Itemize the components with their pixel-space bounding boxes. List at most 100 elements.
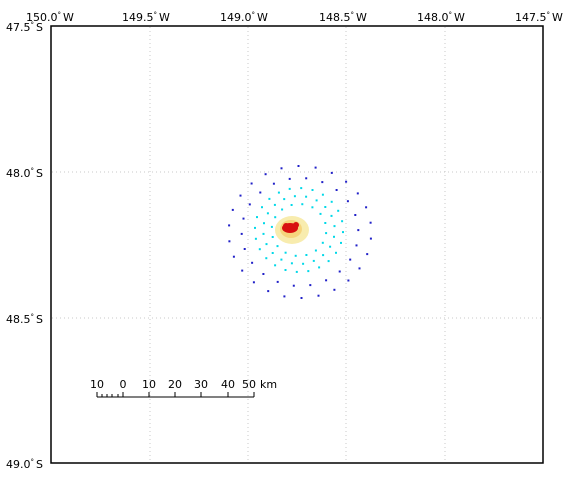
station-point (347, 279, 350, 282)
station-point (333, 288, 336, 291)
station-point (340, 241, 342, 244)
station-point (288, 187, 291, 190)
station-point (324, 222, 327, 224)
station-point (288, 177, 291, 180)
station-point (261, 206, 263, 209)
station-point (335, 251, 337, 254)
station-point (341, 220, 344, 223)
station-point (274, 264, 277, 267)
scale-label: 0 (120, 378, 127, 391)
lon-label: 148.0° W (417, 11, 465, 24)
station-point (325, 232, 328, 235)
station-point (354, 214, 357, 216)
map-frame (50, 25, 544, 464)
station-point (314, 249, 317, 252)
station-point (284, 269, 287, 271)
latitude-labels: 47.5° S 48.0° S 48.5° S 49.0° S (6, 21, 43, 471)
station-point (318, 266, 321, 269)
station-point (349, 258, 352, 261)
station-point (267, 290, 270, 293)
station-point (325, 279, 328, 282)
intensity-core (283, 223, 289, 229)
station-point (290, 204, 293, 206)
station-point (329, 245, 332, 248)
station-point (294, 254, 297, 257)
station-point (305, 177, 308, 180)
station-point (248, 203, 251, 206)
station-point (305, 195, 308, 198)
station-point (300, 297, 303, 299)
lat-label: 47.5° S (6, 21, 43, 34)
station-point (262, 273, 265, 275)
station-point (252, 281, 255, 284)
station-point (273, 203, 276, 206)
station-point (292, 284, 295, 287)
station-point (333, 225, 336, 228)
station-point (346, 200, 349, 203)
lat-label: 49.0° S (6, 458, 43, 471)
station-point (232, 255, 235, 258)
station-point (366, 253, 369, 256)
station-point (258, 248, 261, 251)
station-point (268, 197, 271, 200)
station-point (271, 252, 274, 254)
station-point (295, 270, 298, 273)
station-point (324, 206, 327, 208)
lon-label: 149.5° W (122, 11, 170, 24)
station-point (327, 260, 330, 263)
station-point (254, 237, 257, 240)
station-point (265, 243, 268, 246)
station-point (355, 244, 358, 247)
station-point (369, 237, 372, 240)
station-point (271, 236, 274, 238)
scale-label: 10 (142, 378, 156, 391)
station-point (311, 206, 314, 209)
station-point (277, 191, 280, 194)
station-point (330, 200, 333, 203)
points-layer (228, 165, 372, 299)
station-point (321, 193, 324, 196)
station-point (309, 284, 312, 287)
scale-label: 40 (221, 378, 235, 391)
station-point (293, 195, 296, 198)
station-point (283, 198, 286, 201)
map-area (51, 26, 543, 463)
station-point (240, 232, 243, 235)
station-point (280, 258, 283, 261)
station-point (312, 259, 315, 262)
station-point (330, 171, 333, 174)
station-point (281, 208, 284, 211)
station-point (342, 231, 344, 234)
station-point (315, 199, 318, 202)
scale-label: 20 (168, 378, 182, 391)
station-point (276, 245, 279, 248)
scale-label: 30 (194, 378, 208, 391)
station-point (333, 235, 335, 238)
station-point (280, 167, 283, 170)
station-point (319, 212, 322, 215)
station-point (301, 203, 304, 206)
lat-label: 48.5° S (6, 313, 43, 326)
station-point (259, 191, 262, 194)
lon-label: 149.0° W (220, 11, 268, 24)
graticule (52, 27, 542, 462)
station-point (265, 257, 268, 260)
station-point (321, 241, 324, 244)
station-point (321, 181, 324, 184)
station-point (254, 226, 256, 229)
station-point (263, 222, 265, 225)
station-point (242, 217, 245, 220)
station-point (251, 261, 254, 264)
station-point (297, 165, 300, 167)
station-point (358, 267, 361, 270)
station-point (357, 229, 360, 232)
station-point (256, 216, 258, 219)
station-point (305, 254, 308, 256)
station-point (266, 212, 269, 215)
scale-bar-ticks (96, 392, 255, 397)
station-point (365, 206, 368, 209)
station-point (284, 251, 287, 254)
station-point (262, 232, 265, 235)
station-point (345, 180, 348, 183)
